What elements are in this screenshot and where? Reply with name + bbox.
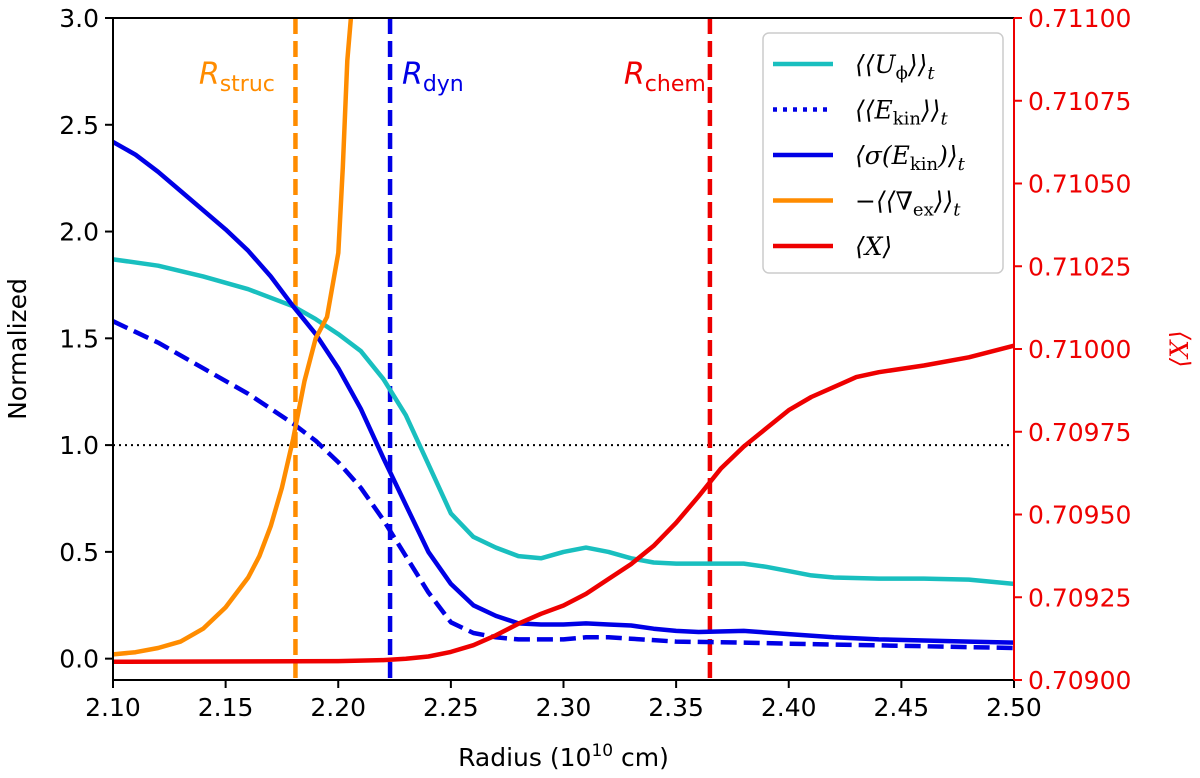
x-tick-label: 2.40	[761, 693, 817, 722]
x-tick-label: 2.35	[648, 693, 704, 722]
y-tick-label: 1.0	[59, 431, 99, 460]
x-tick-label: 2.15	[198, 693, 254, 722]
y-tick-label: 0.5	[59, 538, 99, 567]
y2-axis-title: ⟨X⟩	[1165, 330, 1194, 367]
x-tick-label: 2.25	[423, 693, 479, 722]
x-axis-title: Radius (1010 cm)	[458, 741, 669, 772]
series-line-e-kin-mean	[113, 319, 1014, 651]
label-r-dyn: Rdyn	[402, 57, 464, 97]
y2-tick-label: 0.71050	[1028, 170, 1131, 199]
y-tick-label: 2.0	[59, 218, 99, 247]
series-line-u-phi	[113, 257, 1014, 587]
y2-tick-label: 0.71025	[1028, 252, 1131, 281]
series-line-x	[113, 343, 1014, 665]
x-tick-label: 2.45	[874, 693, 930, 722]
y2-tick-label: 0.70975	[1028, 418, 1131, 447]
y2-tick-label: 0.70950	[1028, 501, 1131, 530]
legend: ⟨⟨Uϕ⟩⟩t ⟨⟨Ekin⟩⟩t ⟨σ(Ekin)⟩t −⟨⟨∇ex⟩⟩t ⟨X⟩	[762, 32, 1004, 274]
y2-tick-label: 0.71000	[1028, 335, 1131, 364]
y-tick-label: 1.5	[59, 324, 99, 353]
series-line-sigma-e-kin	[113, 139, 1014, 645]
region-labels: Rstruc Rdyn Rchem	[199, 57, 706, 97]
region-boundaries	[293, 18, 713, 680]
y2-tick-label: 0.70925	[1028, 583, 1131, 612]
y2-tick-label: 0.71100	[1028, 4, 1131, 33]
legend-box	[762, 32, 1004, 274]
legend-entry: ⟨⟨Uϕ⟩⟩t	[855, 50, 935, 84]
label-r-chem: Rchem	[624, 57, 706, 97]
series-line-grad-ex	[113, 18, 354, 657]
y-axis-right: 0.70900 0.70925 0.70950 0.70975 0.71000 0.710…	[1013, 4, 1194, 695]
y2-tick-label: 0.71075	[1028, 87, 1131, 116]
x-tick-label: 2.30	[536, 693, 592, 722]
y-axis-title: Normalized	[3, 278, 32, 420]
legend-entry: ⟨σ(Ekin)⟩t	[855, 141, 966, 175]
y-tick-label: 0.0	[59, 645, 99, 674]
y2-tick-label: 0.70900	[1028, 666, 1131, 695]
data-series	[113, 18, 1014, 665]
y-tick-label: 2.5	[59, 111, 99, 140]
x-tick-label: 2.20	[310, 693, 366, 722]
label-r-struc: Rstruc	[199, 57, 275, 97]
x-tick-label: 2.10	[85, 693, 141, 722]
legend-entry: ⟨⟨Ekin⟩⟩t	[855, 96, 949, 130]
legend-entry: ⟨X⟩	[855, 232, 892, 261]
legend-entry: −⟨⟨∇ex⟩⟩t	[855, 187, 961, 221]
y-tick-label: 3.0	[59, 4, 99, 33]
x-tick-label: 2.50	[986, 693, 1042, 722]
y-axis-left: 0.0 0.5 1.0 1.5 2.0 2.5 3.0 Normalized	[3, 4, 113, 674]
x-axis: 2.10 2.15 2.20 2.25 2.30 2.35 2.40 2.45 2.50 Radi…	[85, 680, 1042, 772]
